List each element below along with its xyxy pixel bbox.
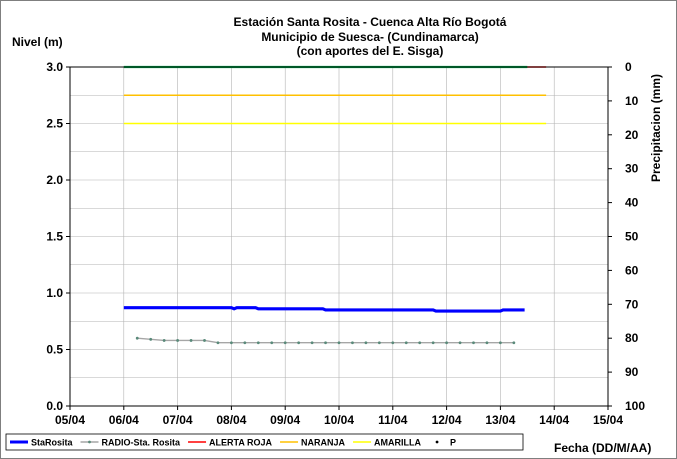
- y2-tick-label: 40: [625, 196, 639, 210]
- series-radio-sta-rosita-point: [337, 341, 341, 345]
- series-radio-sta-rosita-point: [162, 339, 166, 342]
- legend-swatch-marker-radio-sta-rosita: [88, 440, 91, 444]
- axes: 0.0 0.5 1.0 1.5 2.0 2.5 3.0 0 10 20 30 40 50 60 70 80 90…: [46, 60, 645, 427]
- plot-area: [123, 65, 547, 345]
- y2-axis-label: Precipitacion (mm): [649, 74, 663, 182]
- legend-swatch-p: [435, 440, 439, 444]
- x-tick-label: 11/04: [378, 413, 408, 427]
- series-radio-sta-rosita-point: [243, 341, 247, 345]
- legend-label-p: P: [450, 438, 456, 448]
- y-tick-label: 3.0: [46, 60, 63, 74]
- x-tick-label: 08/04: [216, 413, 246, 427]
- x-axis-label: Fecha (DD/M/AA): [554, 441, 651, 455]
- series-radio-sta-rosita-point: [149, 337, 153, 341]
- series-radio-sta-rosita-point: [230, 341, 233, 345]
- x-tick-label: 05/04: [55, 413, 85, 427]
- legend-label-starosita: StaRosita: [31, 438, 74, 448]
- series-radio-sta-rosita-point: [445, 341, 448, 345]
- gridlines: [69, 66, 609, 407]
- series-radio-sta-rosita-point: [297, 341, 301, 345]
- y-tick-label: 0.5: [46, 343, 63, 357]
- y2-tick-label: 50: [625, 230, 639, 244]
- y2-tick-label: 0: [625, 60, 632, 74]
- y-tick-label: 2.0: [46, 173, 63, 187]
- series-radio-sta-rosita-point: [404, 341, 408, 345]
- y2-tick-label: 90: [625, 365, 639, 379]
- y-tick-label: 1.5: [46, 230, 63, 244]
- y-tick-label: 2.5: [46, 117, 63, 131]
- series-radio-sta-rosita-point: [458, 341, 462, 345]
- x-tick-label: 13/04: [485, 413, 515, 427]
- y-tick-label: 1.0: [46, 286, 63, 300]
- series-radio-sta-rosita-point: [270, 341, 274, 345]
- y2-tick-label: 80: [625, 331, 639, 345]
- y2-tick-label: 100: [625, 399, 645, 413]
- series-radio-sta-rosita-point: [431, 341, 435, 345]
- y2-tick-label: 10: [625, 94, 639, 108]
- series-radio-sta-rosita-point: [377, 341, 381, 345]
- series-radio-sta-rosita-point: [499, 341, 502, 345]
- legend-box: [5, 433, 524, 451]
- chart-title-line-2: Municipio de Suesca- (Cundinamarca): [261, 30, 478, 44]
- legend: StaRosita RADIO-Sta. Rosita ALERTA ROJA NAR…: [5, 433, 524, 451]
- x-tick-label: 14/04: [539, 413, 569, 427]
- series-radio-sta-rosita-point: [135, 336, 139, 340]
- series-radio-sta-rosita-point: [189, 339, 193, 342]
- x-tick-label: 15/04: [593, 413, 623, 427]
- y2-tick-label: 20: [625, 128, 639, 142]
- y2-tick-label: 70: [625, 297, 639, 311]
- y2-tick-label: 30: [625, 162, 639, 176]
- x-tick-label: 06/04: [109, 413, 139, 427]
- series-radio-sta-rosita-point: [351, 341, 354, 345]
- chart-title-line-3: (con aportes del E. Sisga): [297, 44, 444, 58]
- y-axis-label: Nivel (m): [12, 35, 63, 49]
- legend-label-alerta-roja: ALERTA ROJA: [209, 438, 273, 448]
- y2-tick-label: 60: [625, 263, 639, 277]
- series-radio-sta-rosita-point: [485, 341, 489, 345]
- series-radio-sta-rosita-point: [324, 341, 327, 345]
- series-radio-sta-rosita-point: [216, 341, 220, 345]
- x-tick-label: 12/04: [432, 413, 462, 427]
- series-radio-sta-rosita-point: [364, 341, 368, 345]
- series-radio-sta-rosita-point: [176, 339, 180, 342]
- legend-label-naranja: NARANJA: [301, 438, 346, 448]
- series-radio-sta-rosita-point: [310, 341, 314, 345]
- series-radio-sta-rosita-point: [391, 341, 395, 345]
- series-radio-sta-rosita-point: [472, 341, 475, 345]
- series-radio-sta-rosita-point: [203, 339, 206, 342]
- x-tick-label: 07/04: [163, 413, 193, 427]
- chart-title-line-1: Estación Santa Rosita - Cuenca Alta Río …: [234, 15, 507, 29]
- series-radio-sta-rosita-point: [418, 341, 422, 345]
- series-radio-sta-rosita-point: [512, 341, 516, 345]
- x-tick-label: 10/04: [324, 413, 354, 427]
- y-tick-label: 0.0: [46, 399, 63, 413]
- series-radio-sta-rosita-point: [283, 341, 287, 345]
- series-radio-sta-rosita-point: [256, 341, 260, 345]
- x-tick-label: 09/04: [270, 413, 300, 427]
- legend-label-radio-sta-rosita: RADIO-Sta. Rosita: [102, 438, 182, 448]
- legend-label-amarilla: AMARILLA: [374, 438, 421, 448]
- series-starosita-line: [123, 306, 525, 313]
